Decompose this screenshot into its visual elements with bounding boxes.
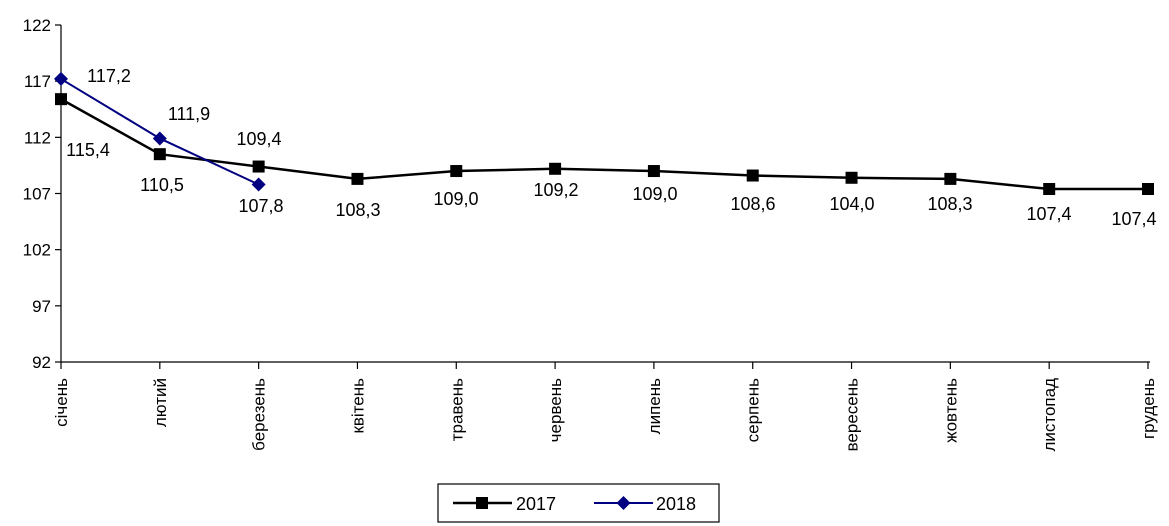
data-point	[153, 148, 166, 161]
data-label: 111,9	[168, 104, 210, 124]
series-2018	[54, 71, 266, 192]
data-point	[252, 160, 265, 173]
data-label: 108,3	[927, 194, 972, 214]
data-label: 104,0	[829, 194, 874, 214]
y-tick-label: 112	[24, 128, 51, 147]
data-label: 109,0	[433, 189, 478, 209]
y-tick-label: 92	[32, 353, 51, 372]
data-point	[845, 171, 858, 184]
legend-marker-square-icon	[476, 497, 488, 509]
data-label: 107,8	[238, 196, 283, 216]
x-tick-label: жовтень	[941, 378, 960, 443]
y-tick-label: 117	[24, 72, 51, 91]
legend-item-2018: 2018	[594, 494, 696, 514]
data-point	[549, 162, 562, 175]
data-point	[944, 172, 957, 185]
data-label: 108,3	[335, 200, 380, 220]
x-tick-label: травень	[447, 378, 466, 441]
data-point	[251, 177, 266, 192]
y-tick-label: 102	[23, 241, 51, 260]
legend-marker-diamond-icon	[616, 496, 631, 510]
data-point	[647, 165, 660, 178]
data-point	[1043, 183, 1056, 196]
data-label: 117,2	[87, 66, 131, 86]
x-tick-label: липень	[645, 378, 664, 434]
legend-label-2017: 2017	[516, 494, 556, 514]
series-2017	[55, 93, 1154, 196]
x-tick-label: червень	[546, 378, 565, 442]
x-tick-label: грудень	[1139, 378, 1158, 439]
data-point	[450, 165, 463, 178]
legend-label-2018: 2018	[656, 494, 696, 514]
axes: 92 97 102 107 112 117 122 січень лютий березень кв…	[23, 16, 1158, 452]
x-tick-label: березень	[250, 378, 269, 451]
data-label: 115,4	[66, 140, 110, 160]
y-tick-label: 97	[32, 297, 51, 316]
data-label: 109,4	[236, 129, 281, 149]
x-tick-label: лютий	[151, 378, 170, 427]
legend-item-2017: 2017	[453, 494, 556, 514]
series-layer	[54, 71, 1154, 196]
data-label: 107,4	[1026, 204, 1071, 224]
data-point	[351, 172, 364, 185]
data-label: 107,4	[1111, 209, 1156, 229]
data-point	[746, 169, 759, 182]
x-tick-label: квітень	[348, 378, 367, 434]
data-label: 109,0	[632, 184, 677, 204]
data-label: 110,5	[140, 175, 184, 195]
data-point	[54, 71, 68, 86]
x-tick-label: серпень	[744, 378, 763, 442]
y-tick-label: 122	[23, 16, 51, 35]
x-tick-label: листопад	[1040, 378, 1059, 452]
data-point	[1142, 183, 1154, 196]
x-tick-label: січень	[52, 378, 71, 427]
series-line-2017	[60, 98, 1148, 191]
data-label: 108,6	[730, 194, 775, 214]
data-point	[55, 93, 67, 106]
legend: 2017 2018	[437, 483, 720, 523]
data-label: 109,2	[533, 180, 578, 200]
y-tick-label: 107	[23, 185, 51, 204]
x-tick-label: вересень	[843, 378, 862, 452]
data-labels: 115,4 110,5 109,4 108,3 109,0 109,2 109,0 108,6…	[66, 66, 1156, 229]
data-point	[152, 131, 167, 146]
